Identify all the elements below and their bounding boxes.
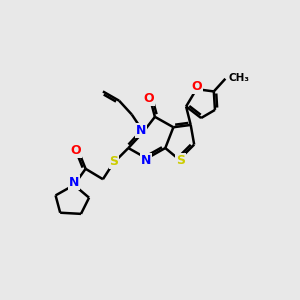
Text: CH₃: CH₃ [228,73,249,82]
Text: O: O [144,92,154,105]
Text: N: N [140,154,151,167]
Text: S: S [109,155,118,168]
Text: O: O [70,144,81,157]
Text: S: S [176,154,185,167]
Text: N: N [136,124,146,137]
Text: O: O [191,80,202,93]
Text: N: N [69,176,79,189]
